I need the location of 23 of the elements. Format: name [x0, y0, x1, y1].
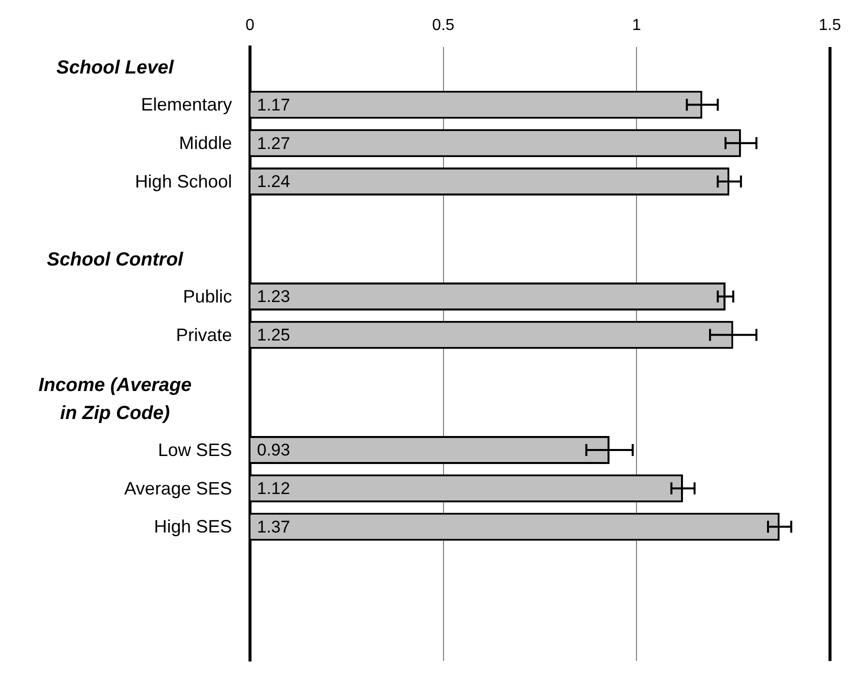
data-label: 1.23 — [257, 287, 290, 306]
y-tick-label: High School — [134, 171, 232, 192]
y-tick-label: Low SES — [158, 440, 232, 460]
y-tick-label: Middle — [178, 133, 232, 154]
x-tick-label: 1 — [632, 17, 642, 34]
y-tick-label: Elementary — [140, 94, 232, 115]
data-label: 1.25 — [257, 326, 290, 345]
text: School Control — [46, 249, 184, 270]
y-tick-label: Average SES — [124, 478, 232, 498]
text: Income (Average in Zip Code) — [38, 374, 192, 424]
y-tick-label: Public — [182, 286, 232, 307]
data-label: 1.37 — [257, 517, 290, 536]
data-label: 1.27 — [257, 134, 290, 153]
text: School Level — [56, 58, 174, 79]
x-tick-label: 0 — [246, 17, 255, 34]
y-tick-label: High SES — [154, 516, 232, 537]
data-label: 0.93 — [257, 440, 290, 460]
data-label: 1.17 — [257, 95, 290, 114]
x-tick-label: 0.5 — [432, 17, 455, 34]
data-label: 1.12 — [257, 479, 290, 498]
data-label: 1.24 — [257, 172, 290, 192]
y-tick-label: Private — [176, 324, 232, 345]
x-tick-label: 1.5 — [818, 17, 842, 34]
